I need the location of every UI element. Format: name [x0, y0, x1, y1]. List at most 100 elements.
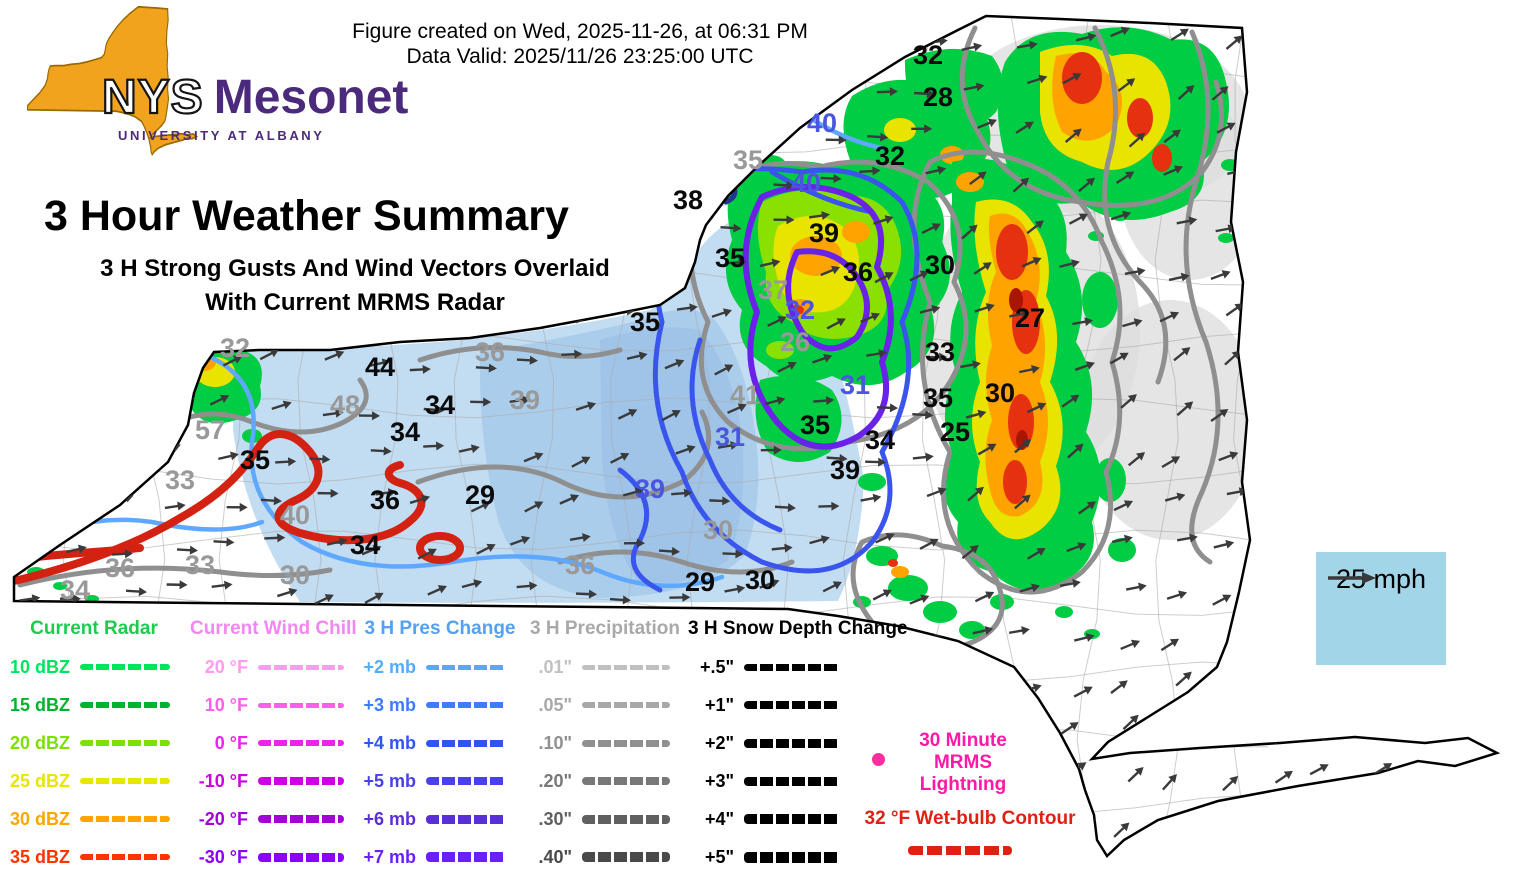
wind-vector-arrow-icon [60, 410, 82, 420]
gust-value-label: 29 [465, 480, 495, 510]
wind-vector-arrow-icon [574, 86, 596, 96]
wind-vector-arrow-icon [423, 441, 445, 451]
wind-vector-arrow-icon [222, 355, 243, 367]
wind-vector-arrow-icon [1411, 170, 1431, 183]
wind-vector-arrow-icon [1026, 547, 1046, 560]
wind-vector-arrow-icon [16, 34, 38, 44]
legend-item-label: +3 mb [363, 694, 416, 715]
legend-item: 20 dBZ [8, 724, 180, 762]
wind-vector-arrow-icon [609, 124, 629, 136]
wind-vector-arrow-icon [213, 537, 235, 547]
wind-vector-arrow-icon [1358, 395, 1380, 405]
legend-item-swatch [426, 664, 506, 670]
wind-vector-arrow-icon [1019, 583, 1040, 593]
wind-vector-arrow-icon [109, 364, 131, 374]
wind-vector-arrow-icon [909, 270, 929, 282]
wind-vector-arrow-icon [559, 166, 580, 178]
legend-item-label: -30 °F [198, 846, 248, 867]
wind-vector-arrow-icon [1363, 257, 1381, 273]
gust-value-label: 32 [785, 295, 815, 325]
wind-vector-arrow-icon [1066, 542, 1087, 553]
wind-vector-arrow-icon [259, 349, 279, 361]
wind-vector-arrow-icon [812, 353, 833, 364]
wind-vector-arrow-icon [759, 258, 781, 268]
wind-vector-arrow-icon [74, 358, 96, 368]
wind-vector-arrow-icon [1115, 171, 1135, 184]
legend-item-label: .01" [538, 656, 572, 677]
wind-vector-arrow-icon [1410, 681, 1432, 691]
wind-vector-arrow-icon [1225, 35, 1243, 50]
wind-vector-arrow-icon [559, 494, 580, 505]
gust-value-label: 32 [875, 141, 905, 171]
gust-value-label: 48 [330, 390, 360, 420]
legend-item-swatch [744, 776, 840, 786]
legend-item: +2" [688, 724, 888, 762]
wind-vector-arrow-icon [1072, 317, 1094, 327]
wind-vector-arrow-icon [358, 411, 380, 421]
wind-vector-arrow-icon [1469, 163, 1487, 178]
legend-column: Current Wind Chill 20 °F 10 °F 0 °F -10 °F -2… [190, 618, 357, 876]
legend-item-label: 25 dBZ [9, 770, 70, 791]
wind-vector-arrow-icon [625, 222, 647, 232]
wind-vector-arrow-icon [1463, 639, 1485, 648]
legend-column-title: 3 H Pres Change [364, 618, 516, 639]
wind-vector-arrow-icon [309, 454, 331, 464]
legend-item: +3" [688, 762, 888, 800]
legend-item-swatch [582, 852, 670, 862]
legend-item-label: 15 dBZ [9, 694, 70, 715]
gust-value-label: 34 [60, 575, 90, 605]
wind-vector-arrow-icon [760, 445, 782, 455]
wind-vector-arrow-icon [1073, 686, 1093, 698]
wind-vector-arrow-icon [1376, 502, 1396, 514]
wind-vector-arrow-icon [767, 316, 787, 327]
wind-vector-arrow-icon [1109, 352, 1129, 365]
wind-vector-arrow-icon [1213, 539, 1235, 549]
wind-vector-arrow-icon [820, 174, 842, 184]
wind-vector-arrow-icon [226, 175, 248, 185]
legend-column-title: 3 H Snow Depth Change [688, 618, 908, 639]
wind-vector-arrow-icon [1275, 443, 1296, 453]
wind-vector-arrow-icon [1309, 764, 1329, 776]
legend-item-swatch [258, 664, 344, 670]
gust-value-label: 57 [195, 415, 225, 445]
legend-item-label: +2 mb [363, 656, 416, 677]
wind-vector-arrow-icon [322, 408, 344, 418]
legend-item: +5 mb [360, 762, 520, 800]
wind-vector-arrow-icon [1327, 220, 1347, 232]
legend-item-label: 30 dBZ [9, 808, 70, 829]
wind-vector-arrow-icon [1218, 451, 1239, 462]
wind-vector-arrow-icon [1376, 178, 1397, 189]
wind-vector-arrow-icon [813, 396, 835, 406]
wind-vector-arrow-icon [811, 78, 833, 88]
legend-item-swatch [80, 816, 170, 822]
legend-item-label: 0 °F [214, 732, 248, 753]
wind-vector-arrow-icon [459, 129, 481, 139]
wind-vector-arrow-icon [977, 118, 997, 129]
gust-value-label: 37 [758, 275, 788, 305]
legend-item-label: +4 mb [363, 732, 416, 753]
wind-vector-arrow-icon [660, 83, 680, 94]
wind-vector-arrow-icon [370, 446, 392, 456]
wind-vector-arrow-icon [1475, 349, 1497, 358]
wind-vector-arrow-icon [1015, 121, 1034, 134]
wind-vector-arrow-icon [1368, 131, 1390, 141]
legend-item-swatch [582, 814, 670, 824]
legend-item-swatch [582, 739, 670, 747]
wind-vector-arrow-icon [1317, 255, 1335, 270]
wind-vector-arrow-icon [622, 487, 644, 497]
wind-vector-arrow-icon [1215, 224, 1237, 234]
wind-vector-arrow-icon [1309, 441, 1331, 451]
wind-vector-arrow-icon [1324, 73, 1345, 85]
wind-vector-arrow-icon [912, 452, 934, 462]
wind-vector-arrow-icon [671, 488, 693, 498]
legend-item: 10 dBZ [8, 648, 180, 686]
wind-vector-arrow-icon [1221, 668, 1239, 684]
legend-item-swatch [426, 814, 506, 824]
wind-vector-arrow-icon [965, 409, 987, 419]
gust-value-label: 39 [809, 218, 839, 248]
legend-item-label: 10 °F [204, 694, 248, 715]
wind-vector-arrow-icon [364, 592, 384, 604]
legend-item-label: +7 mb [363, 846, 416, 867]
